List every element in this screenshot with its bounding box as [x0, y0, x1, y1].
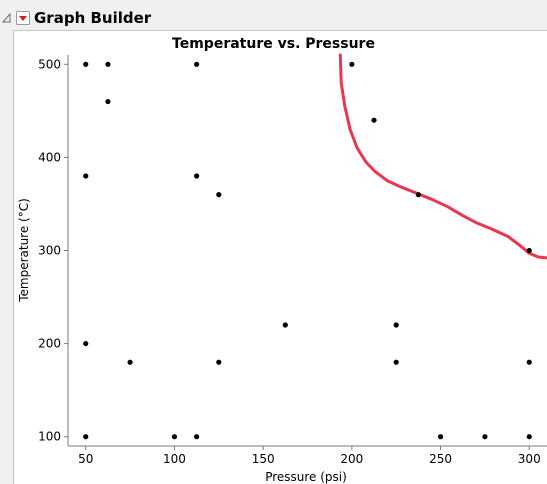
y-axis-label: Temperature (°C)	[17, 198, 31, 302]
y-tick-label: 200	[38, 337, 61, 351]
x-tick-label: 250	[429, 452, 452, 466]
x-tick-label: 200	[340, 452, 363, 466]
fit-curve	[338, 53, 547, 260]
x-tick-label: 150	[252, 452, 275, 466]
data-point	[105, 98, 111, 105]
x-axis-label: Pressure (psi)	[265, 470, 347, 484]
data-point	[415, 192, 421, 198]
data-point	[216, 192, 222, 198]
data-point	[349, 61, 355, 67]
data-point	[526, 434, 532, 440]
data-point	[216, 359, 222, 365]
y-tick-label: 400	[38, 150, 61, 164]
red-triangle-menu-icon[interactable]	[16, 11, 30, 25]
data-point	[437, 434, 444, 440]
y-tick-label: 500	[38, 57, 61, 71]
data-point	[526, 247, 532, 254]
x-tick-label: 300	[518, 452, 541, 466]
data-point	[171, 434, 178, 440]
y-tick-label: 100	[38, 430, 61, 444]
data-point	[194, 61, 200, 67]
x-tick-label: 50	[78, 452, 93, 466]
data-point	[83, 61, 89, 67]
data-point	[83, 340, 89, 347]
data-point	[371, 117, 377, 123]
data-point	[526, 359, 532, 365]
window-title: Graph Builder	[34, 9, 152, 27]
x-tick-label: 100	[163, 452, 186, 466]
y-tick-label: 300	[38, 244, 61, 258]
data-point	[105, 61, 111, 67]
data-point	[482, 434, 488, 440]
data-point	[194, 173, 200, 179]
data-point	[393, 359, 399, 365]
disclosure-triangle-icon[interactable]	[2, 13, 12, 23]
graph-panel	[13, 30, 547, 484]
data-point	[83, 173, 89, 179]
data-point	[127, 359, 133, 365]
chart-title: Temperature vs. Pressure	[172, 36, 375, 52]
data-point	[393, 322, 399, 328]
data-point	[194, 434, 200, 440]
title-bar: Graph Builder	[0, 5, 547, 30]
data-point	[282, 322, 288, 328]
data-point	[83, 434, 89, 440]
